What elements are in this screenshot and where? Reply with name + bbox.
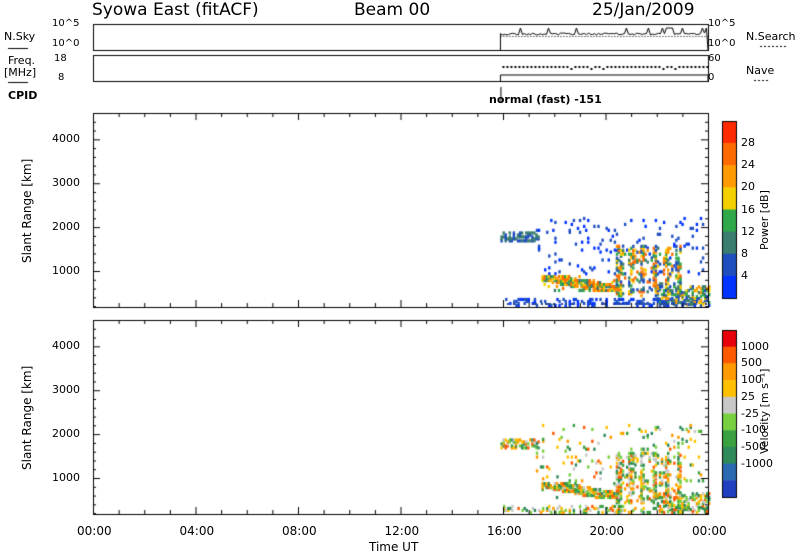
nsearch-label: N.Search (746, 30, 796, 43)
x-tick-label: 16:00 (487, 524, 522, 538)
x-tick-label: 20:00 (589, 524, 625, 538)
y-axis-label: Slant Range [km] (20, 158, 34, 263)
nsearch-tick-top: 10^5 (708, 18, 736, 29)
nave-tick-top: 60 (708, 53, 721, 64)
x-tick-label: 04:00 (179, 524, 215, 538)
y-tick-label: 4000 (52, 132, 80, 146)
colorbar-tick-label: 8 (741, 246, 748, 260)
y-tick-label: 1000 (52, 471, 80, 484)
colorbar-tick-label: -25 (741, 406, 759, 420)
freq-label-line2: [MHz] (4, 66, 37, 79)
colorbar-tick-label: 28 (741, 136, 755, 150)
beam-title: Beam 00 (354, 0, 431, 20)
colorbar-label: Velocity [m s⁻¹] (758, 368, 771, 454)
y-axis-label: Slant Range [km] (20, 365, 34, 470)
x-tick-label: 00:00 (692, 524, 727, 538)
nsky-label: N.Sky (4, 30, 36, 43)
y-tick-label: 1000 (52, 264, 80, 277)
colorbar-tick-label: 16 (741, 202, 755, 216)
x-tick-label: 08:00 (282, 524, 317, 538)
y-tick-label: 3000 (52, 383, 80, 397)
nsearch-tick-bottom: 10^0 (708, 38, 736, 49)
y-tick-label: 4000 (52, 339, 80, 353)
colorbar-tick-label: -1000 (741, 456, 773, 470)
y-tick-label: 2000 (52, 220, 80, 234)
colorbar-tick-label: -100 (741, 423, 766, 437)
colorbar-label: Power [dB] (758, 189, 771, 250)
station-title: Syowa East (fitACF) (92, 0, 259, 20)
nave-label: Nave (746, 64, 775, 77)
colorbar-tick-label: 500 (741, 356, 762, 370)
date-title: 25/Jan/2009 (592, 0, 695, 20)
nsky-tick-top: 10^5 (52, 18, 80, 29)
x-axis-label: Time UT (369, 540, 419, 554)
colorbar-tick-label: -500 (741, 439, 766, 453)
freq-label-line1: Freq. (8, 54, 36, 67)
colorbar-tick-label: 24 (741, 158, 755, 172)
x-tick-label: 00:00 (77, 524, 112, 538)
y-tick-label: 3000 (52, 176, 80, 190)
x-tick-label: 12:00 (384, 524, 420, 538)
colorbar-tick-label: 12 (741, 224, 755, 238)
cpid-program-text: normal (fast) -151 (489, 93, 602, 106)
nsky-tick-bottom: 10^0 (52, 38, 80, 49)
nave-tick-bottom: 0 (708, 72, 715, 83)
freq-tick-bottom: 8 (58, 72, 65, 83)
colorbar-tick-label: 4 (741, 268, 748, 282)
cpid-label: CPID (8, 89, 38, 102)
colorbar-tick-label: 25 (741, 389, 755, 403)
freq-tick-top: 18 (54, 53, 67, 64)
y-tick-label: 2000 (52, 427, 80, 441)
colorbar-tick-label: 20 (741, 180, 755, 194)
colorbar-tick-label: 100 (741, 373, 762, 387)
colorbar-tick-label: 1000 (741, 339, 769, 353)
